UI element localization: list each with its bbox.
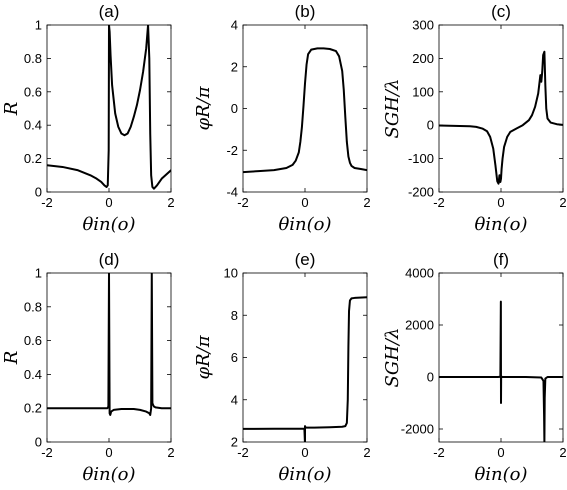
- y-tick-label: 0: [35, 185, 42, 200]
- panel-f: -2 0 2 -2000 0 2000 4000 (f) θin(o) SGH/λ: [382, 250, 567, 485]
- y-tick-label: 1: [35, 266, 42, 281]
- x-axis-title: θin(o): [474, 464, 527, 485]
- x-tick-label: 0: [497, 195, 504, 210]
- y-tick-label: 8: [231, 308, 238, 323]
- x-tick-label: 0: [105, 445, 112, 460]
- y-tick-label: 100: [412, 84, 434, 99]
- x-axis-title: θin(o): [82, 214, 135, 235]
- series-line: [47, 273, 171, 416]
- series-line: [243, 296, 367, 442]
- y-tick-label: 4: [231, 18, 238, 33]
- y-axis-title: φR/π: [193, 85, 214, 130]
- y-tick-label: 0.8: [24, 51, 42, 66]
- panel-label: (a): [99, 2, 120, 21]
- y-tick-label: 4000: [405, 266, 434, 281]
- panel-label: (d): [99, 250, 120, 269]
- series-line: [439, 300, 563, 442]
- x-tick-label: -2: [41, 195, 53, 210]
- x-tick-label: -2: [433, 195, 445, 210]
- y-tick-label: 0.6: [24, 84, 42, 99]
- panel-label: (b): [295, 2, 316, 21]
- y-axis-title: R: [1, 102, 22, 117]
- x-tick-label: 2: [363, 195, 370, 210]
- y-tick-label: -4: [226, 185, 238, 200]
- y-tick-label: 0: [231, 101, 238, 116]
- y-tick-label: 1: [35, 18, 42, 33]
- y-axis-title: SGH/λ: [382, 79, 403, 139]
- x-tick-label: -2: [237, 445, 249, 460]
- panel-label: (e): [295, 250, 316, 269]
- x-axis-title: θin(o): [278, 464, 331, 485]
- x-tick-label: 0: [301, 445, 308, 460]
- y-tick-label: 300: [412, 18, 434, 33]
- series-line: [47, 25, 171, 190]
- panel-d: -2 0 200.20.40.60.81(d)θin(o)R: [1, 250, 175, 485]
- y-tick-label: 0.2: [24, 151, 42, 166]
- panel-c: -2 0 2 -200 -100 0 100 200 300 (c) θin(o) SGH/λ: [382, 2, 567, 235]
- y-tick-label: 0.4: [24, 367, 42, 382]
- y-tick-label: -100: [408, 151, 434, 166]
- y-tick-label: -2000: [401, 422, 434, 437]
- panel-e: -2 0 2 2 4 6 8 10 (e) θin(o) φR/π: [193, 250, 371, 485]
- y-tick-label: 0: [427, 370, 434, 385]
- x-tick-label: -2: [237, 195, 249, 210]
- series-line: [243, 47, 367, 174]
- y-tick-label: 0.2: [24, 401, 42, 416]
- y-axis-title: φR/π: [193, 334, 214, 379]
- y-tick-label: 0.8: [24, 299, 42, 314]
- x-axis-title: θin(o): [474, 214, 527, 235]
- x-tick-label: 2: [167, 445, 174, 460]
- axes-box: [242, 24, 368, 193]
- x-tick-label: 2: [559, 445, 566, 460]
- y-tick-label: 0: [35, 435, 42, 450]
- panel-label: (f): [493, 250, 509, 269]
- x-axis-title: θin(o): [278, 214, 331, 235]
- y-tick-label: 0.6: [24, 333, 42, 348]
- y-tick-label: 2: [231, 435, 238, 450]
- x-tick-label: 0: [301, 195, 308, 210]
- panel-a: -2 0 200.20.40.60.81(a)θin(o)R: [1, 2, 175, 235]
- y-tick-label: 0.4: [24, 118, 42, 133]
- x-tick-label: 0: [105, 195, 112, 210]
- x-axis-title: θin(o): [82, 464, 135, 485]
- y-tick-label: 0: [427, 118, 434, 133]
- y-tick-label: 6: [231, 350, 238, 365]
- x-tick-label: -2: [433, 445, 445, 460]
- x-tick-label: 2: [363, 445, 370, 460]
- x-tick-label: 0: [497, 445, 504, 460]
- y-axis-title: SGH/λ: [382, 328, 403, 388]
- y-tick-label: 2: [231, 59, 238, 74]
- y-tick-label: -2: [226, 143, 238, 158]
- series-line: [439, 50, 563, 185]
- x-tick-label: -2: [41, 445, 53, 460]
- y-tick-label: 2000: [405, 318, 434, 333]
- panel-label: (c): [491, 2, 511, 21]
- x-tick-label: 2: [559, 195, 566, 210]
- y-axis-title: R: [1, 351, 22, 366]
- y-tick-label: 200: [412, 51, 434, 66]
- x-tick-label: 2: [167, 195, 174, 210]
- y-tick-label: -200: [408, 185, 434, 200]
- y-tick-label: 10: [224, 266, 238, 281]
- y-tick-label: 4: [231, 392, 238, 407]
